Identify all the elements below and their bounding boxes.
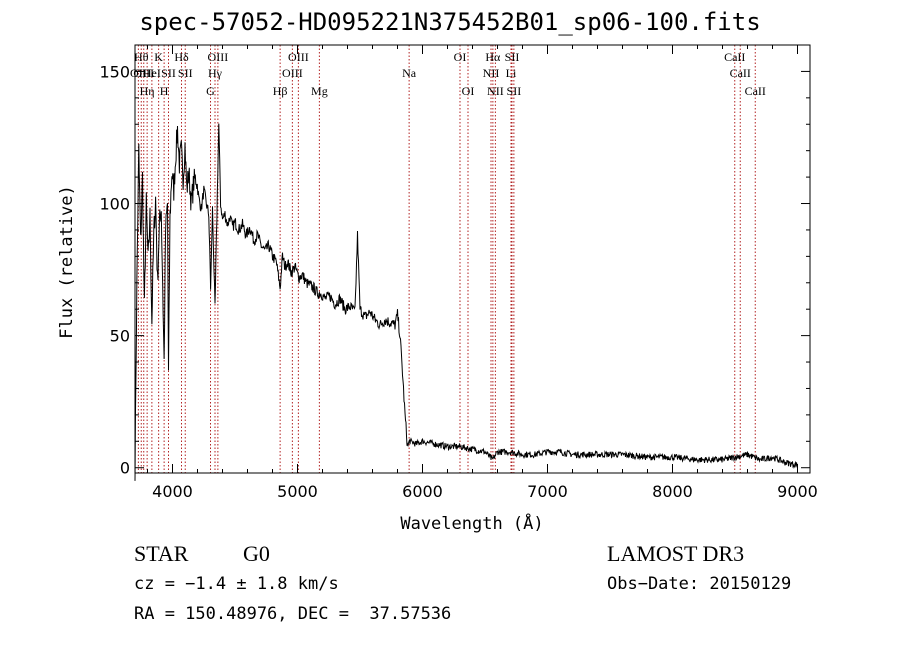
emission-line-labels: OII Hθ OIII Hη HeI K H SII Hδ SII G Hγ OIII Hβ OIII OII… <box>130 50 766 98</box>
line-label-10: G <box>206 84 215 98</box>
line-label-1: Hθ <box>134 50 149 64</box>
line-label-3: Hη <box>140 84 155 98</box>
object-subclass: G0 <box>243 541 270 566</box>
line-label-5: K <box>154 50 163 64</box>
spectrum-series <box>134 123 798 481</box>
line-label-26: CaII <box>724 50 745 64</box>
line-label-11: Hγ <box>208 66 223 80</box>
x-tick-label-4000: 4000 <box>152 482 193 501</box>
y-axis-label: Flux (relative) <box>57 185 77 339</box>
line-label-6: H <box>160 84 169 98</box>
line-label-25: SII <box>507 84 522 98</box>
x-tick-label-8000: 8000 <box>652 482 693 501</box>
line-label-18: OI <box>454 50 467 64</box>
line-label-21: Hα <box>485 50 501 64</box>
y-tick-label-50: 50 <box>110 327 130 346</box>
x-axis-label: Wavelength (Å) <box>400 512 543 534</box>
y-tick-label-150: 150 <box>99 62 130 81</box>
line-label-22: NII <box>487 84 504 98</box>
chart-title: spec-57052-HD095221N375452B01_sp06-100.f… <box>139 8 761 36</box>
line-label-20: NII <box>483 66 500 80</box>
y-tick-label-0: 0 <box>120 459 130 478</box>
line-label-23: Li <box>506 66 517 80</box>
line-label-8: Hδ <box>174 50 189 64</box>
line-label-16: Mg <box>311 84 328 98</box>
redshift-velocity: cz = −1.4 ± 1.8 km/s <box>134 574 339 594</box>
spectrum-line <box>134 123 798 481</box>
line-label-15: OIII <box>288 50 309 64</box>
emission-line-markers <box>137 45 756 473</box>
x-tick-label-5000: 5000 <box>277 482 318 501</box>
line-label-27: CaII <box>730 66 751 80</box>
y-axis-ticks: 0 50 100 150 <box>99 62 810 478</box>
x-axis-ticks: 4000 5000 6000 7000 8000 9000 <box>147 45 818 501</box>
observation-date: Obs−Date: 20150129 <box>607 574 792 594</box>
survey-name: LAMOST DR3 <box>607 541 745 566</box>
line-label-12: OIII <box>208 50 229 64</box>
x-tick-label-7000: 7000 <box>527 482 568 501</box>
line-label-28: CaII <box>745 84 766 98</box>
line-label-24: SII <box>505 50 520 64</box>
x-tick-label-9000: 9000 <box>777 482 818 501</box>
line-label-9: SII <box>178 66 193 80</box>
line-label-14: OIII <box>282 66 303 80</box>
object-class: STAR <box>134 541 189 566</box>
line-label-19: OI <box>462 84 475 98</box>
ra-dec-coordinates: RA = 150.48976, DEC = 37.57536 <box>134 604 452 624</box>
line-label-2: OIII <box>133 66 154 80</box>
plot-frame <box>134 44 811 474</box>
line-label-0: OII <box>130 66 147 80</box>
line-label-4: HeI <box>143 66 161 80</box>
y-tick-label-100: 100 <box>99 195 130 214</box>
line-label-17: Na <box>402 66 417 80</box>
line-label-13: Hβ <box>273 84 288 98</box>
x-tick-label-6000: 6000 <box>402 482 443 501</box>
line-label-7: SII <box>161 66 176 80</box>
